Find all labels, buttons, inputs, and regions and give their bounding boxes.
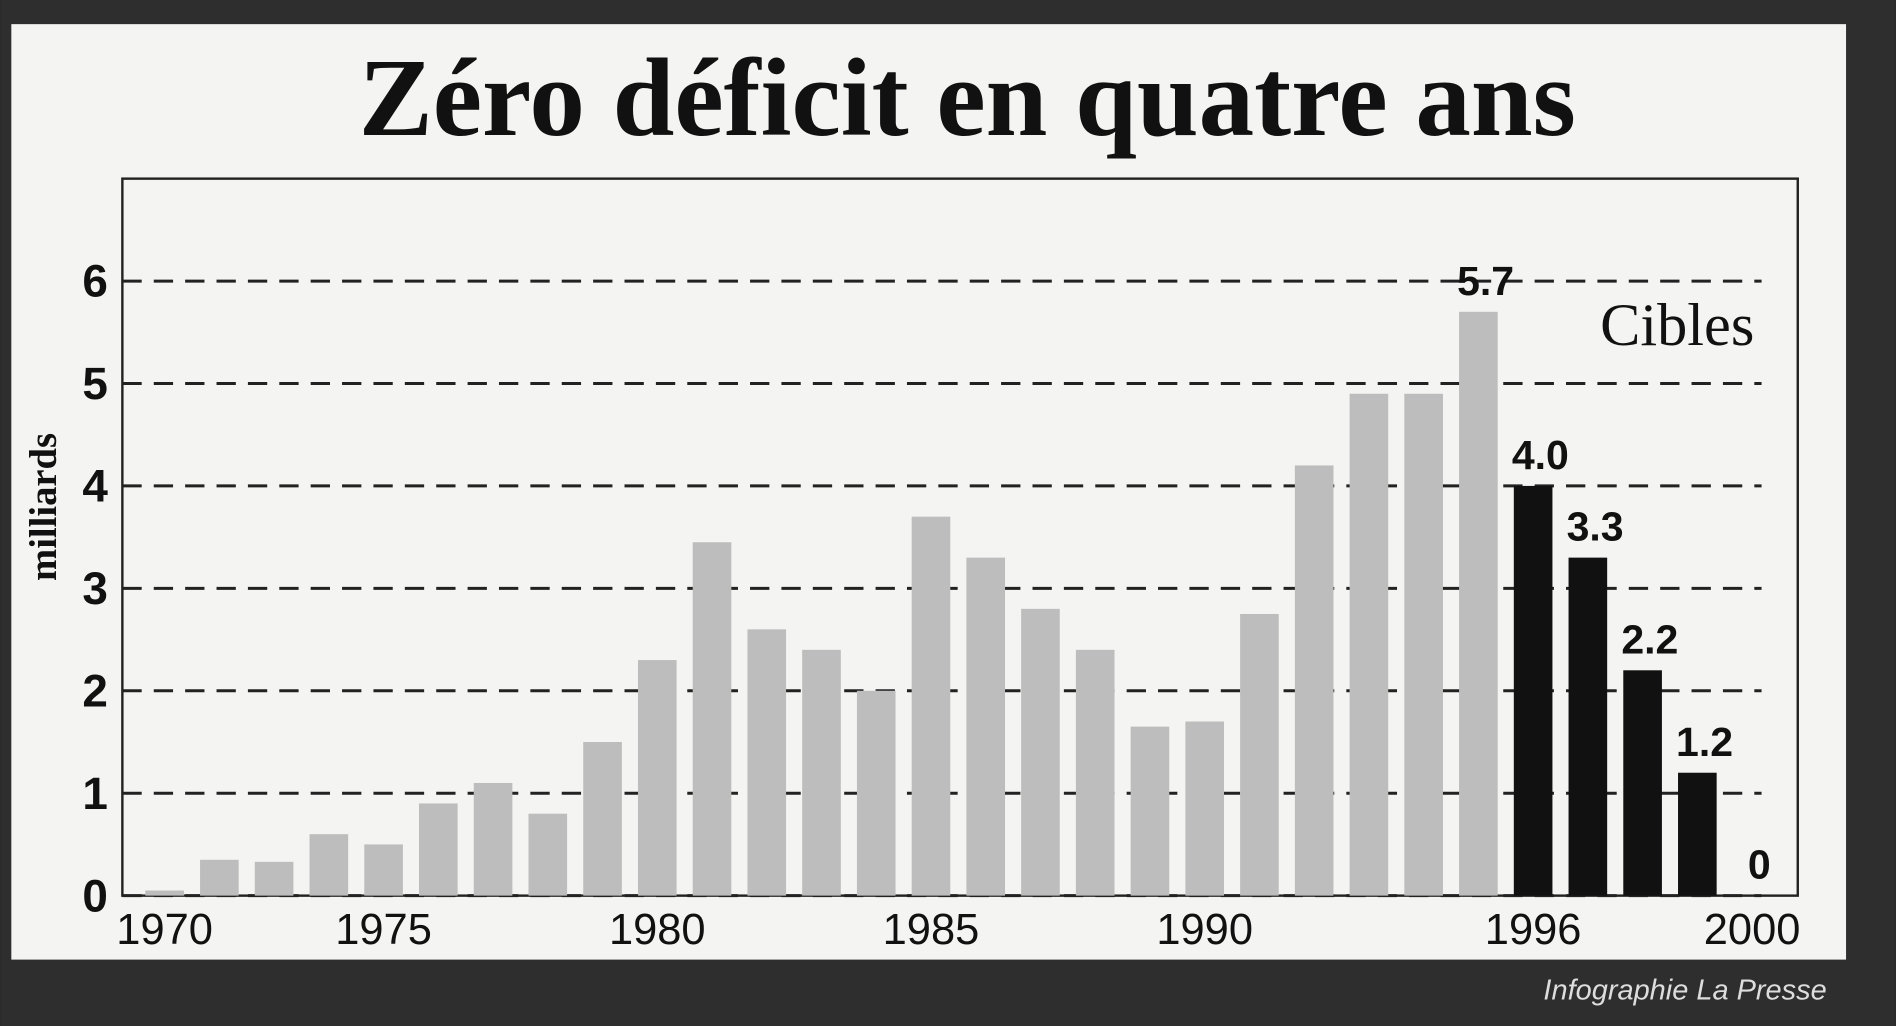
y-tick-label: 2 — [82, 664, 108, 716]
bar — [309, 834, 349, 896]
bar — [1404, 393, 1443, 896]
bar — [364, 844, 403, 896]
y-tick-label: 0 — [82, 869, 108, 921]
legend-label: Cibles — [1600, 292, 1754, 359]
bar — [966, 557, 1006, 896]
bar — [528, 813, 568, 896]
y-tick-label: 4 — [82, 460, 108, 512]
y-axis-label: milliards — [23, 433, 65, 581]
y-tick-label: 6 — [82, 255, 108, 307]
x-tick-label: 1980 — [609, 906, 706, 954]
bar — [856, 690, 896, 896]
x-tick-label: 1996 — [1485, 906, 1582, 954]
x-tick-label: 1970 — [116, 906, 213, 954]
x-tick-label: 2000 — [1704, 906, 1801, 954]
x-tick-label: 1975 — [335, 906, 432, 954]
bar — [911, 516, 951, 896]
bar — [1130, 726, 1170, 896]
bar — [1349, 393, 1389, 896]
value-label: 1.2 — [1676, 719, 1733, 765]
bar — [637, 660, 677, 896]
bar — [1568, 557, 1608, 896]
bar — [200, 859, 239, 896]
bar — [1513, 485, 1553, 896]
bar — [583, 741, 622, 896]
bar — [1294, 465, 1334, 896]
value-label: 4.0 — [1512, 432, 1569, 478]
credit: Infographie La Presse — [1543, 974, 1826, 1006]
bar — [1240, 613, 1279, 896]
bar — [1623, 670, 1662, 896]
bar — [1459, 311, 1498, 896]
bar — [145, 890, 184, 896]
y-tick-label: 3 — [82, 562, 108, 614]
value-label: 0 — [1748, 842, 1771, 888]
bar — [747, 629, 787, 896]
y-tick-label: 1 — [82, 767, 108, 819]
bar — [419, 803, 458, 896]
value-label: 3.3 — [1567, 504, 1624, 550]
value-label: 2.2 — [1621, 616, 1678, 662]
bar — [1021, 608, 1060, 896]
chart-title: Zéro déficit en quatre ans — [359, 37, 1576, 160]
bar — [1678, 772, 1717, 896]
value-label: 5.7 — [1457, 258, 1514, 304]
y-tick-label: 5 — [82, 357, 108, 409]
bar — [1075, 649, 1115, 896]
bar — [692, 542, 732, 896]
x-tick-label: 1990 — [1156, 906, 1253, 954]
plot-frame — [121, 177, 1799, 897]
bar — [802, 649, 841, 896]
x-tick-label: 1985 — [883, 906, 980, 954]
bar — [254, 861, 294, 896]
bar — [1185, 721, 1224, 896]
bar — [473, 782, 513, 896]
